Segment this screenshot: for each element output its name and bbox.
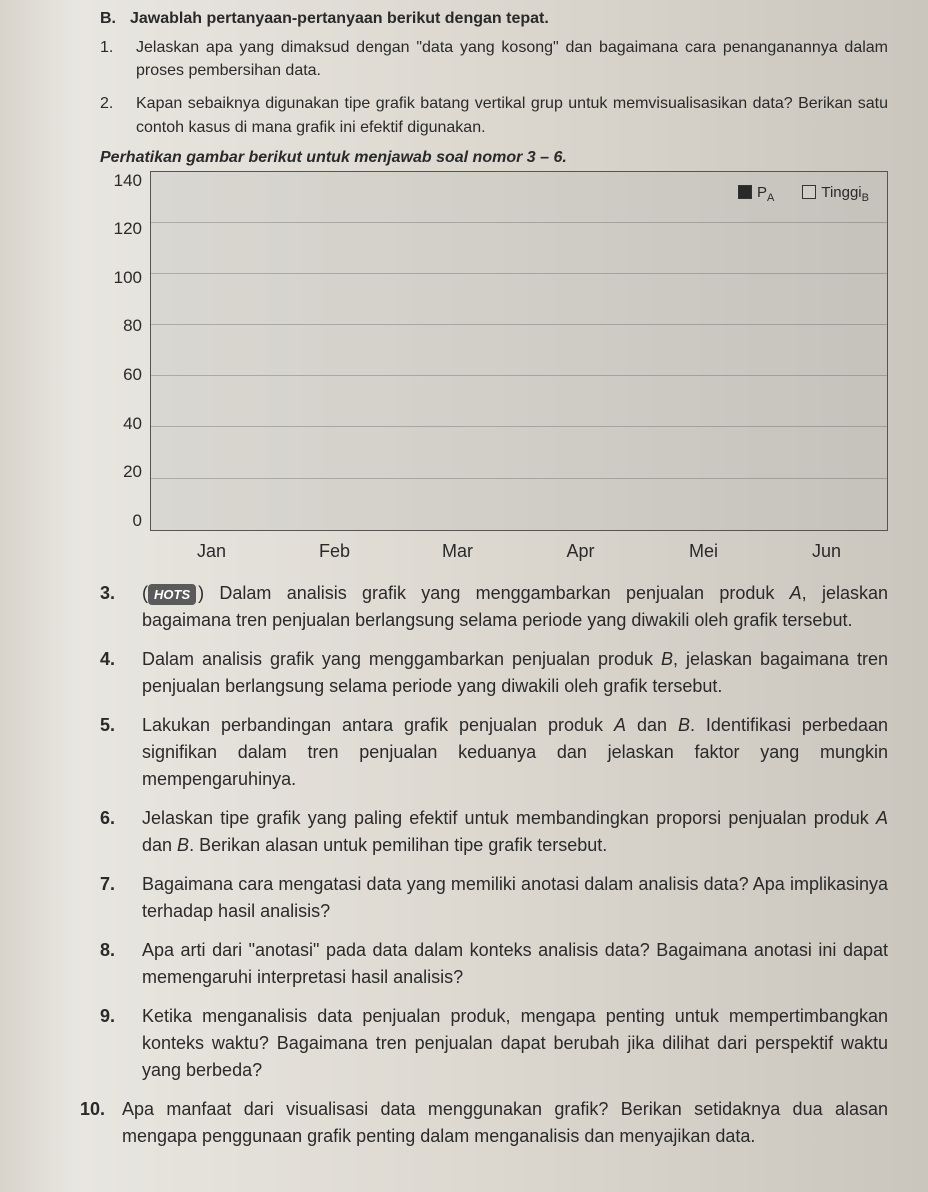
section-header: B. Jawablah pertanyaan-pertanyaan beriku…	[100, 10, 888, 28]
intro-question: 2. Kapan sebaiknya digunakan tipe grafik …	[100, 92, 888, 138]
product-ref: A	[614, 715, 626, 735]
section-title: Jawablah pertanyaan-pertanyaan berikut d…	[130, 10, 549, 28]
y-tick-label: 140	[114, 171, 142, 191]
question-number: 7.	[100, 871, 128, 925]
chart-note: Perhatikan gambar berikut untuk menjawab…	[100, 149, 888, 167]
question-number: 10.	[80, 1096, 108, 1150]
y-tick-label: 100	[114, 268, 142, 288]
question-number: 3.	[100, 580, 128, 634]
question-number: 4.	[100, 646, 128, 700]
question-text: Apa arti dari "anotasi" pada data dalam …	[142, 937, 888, 991]
question-text: Dalam analisis grafik yang menggambarkan…	[142, 646, 888, 700]
hots-badge: HOTS	[148, 584, 196, 606]
question-item: 5.Lakukan perbandingan antara grafik pen…	[100, 712, 888, 793]
question-item: 8. Apa arti dari "anotasi" pada data dala…	[100, 937, 888, 991]
x-tick-label: Jun	[779, 541, 874, 562]
question-text: Bagaimana cara mengatasi data yang memil…	[142, 871, 888, 925]
x-tick-label: Jan	[164, 541, 259, 562]
x-tick-label: Apr	[533, 541, 628, 562]
question-number: 8.	[100, 937, 128, 991]
grid-line	[151, 426, 887, 427]
grid-line	[151, 478, 887, 479]
product-ref: B	[678, 715, 690, 735]
question-item: 7. Bagaimana cara mengatasi data yang mem…	[100, 871, 888, 925]
y-tick-label: 120	[114, 219, 142, 239]
x-tick-label: Feb	[287, 541, 382, 562]
y-tick-label: 20	[123, 462, 142, 482]
question-number: 5.	[100, 712, 128, 793]
grid-line	[151, 273, 887, 274]
chart-plot: PATinggiB	[150, 171, 888, 531]
product-ref: B	[661, 649, 673, 669]
question-item: 10.Apa manfaat dari visualisasi data men…	[100, 1096, 888, 1150]
question-item: 3. (HOTS) Dalam analisis grafik yang meng…	[100, 580, 888, 634]
y-tick-label: 40	[123, 414, 142, 434]
question-text: (HOTS) Dalam analisis grafik yang mengga…	[142, 580, 888, 634]
x-tick-label: Mar	[410, 541, 505, 562]
y-axis: 140 120 100 80 60 40 20 0	[100, 171, 150, 531]
y-tick-label: 60	[123, 365, 142, 385]
x-tick-label: Mei	[656, 541, 751, 562]
question-item: 6. Jelaskan tipe grafik yang paling efekt…	[100, 805, 888, 859]
question-item: 4. Dalam analisis grafik yang menggambark…	[100, 646, 888, 700]
section-letter: B.	[100, 10, 116, 28]
y-tick-label: 0	[133, 511, 142, 531]
x-axis: Jan Feb Mar Apr Mei Jun	[100, 541, 888, 562]
question-text: Jelaskan apa yang dimaksud dengan "data …	[136, 36, 888, 82]
question-number: 9.	[100, 1003, 128, 1084]
grid-line	[151, 375, 887, 376]
question-number: 2.	[100, 92, 122, 138]
intro-question: 1. Jelaskan apa yang dimaksud dengan "dat…	[100, 36, 888, 82]
grid-line	[151, 222, 887, 223]
question-item: 9.Ketika menganalisis data penjualan pro…	[100, 1003, 888, 1084]
question-text: Apa manfaat dari visualisasi data menggu…	[122, 1096, 888, 1150]
question-number: 1.	[100, 36, 122, 82]
grid-line	[151, 324, 887, 325]
product-ref: A	[876, 808, 888, 828]
y-tick-label: 80	[123, 316, 142, 336]
product-ref: B	[177, 835, 189, 855]
question-text: Lakukan perbandingan antara grafik penju…	[142, 712, 888, 793]
question-number: 6.	[100, 805, 128, 859]
question-text: Jelaskan tipe grafik yang paling efektif…	[142, 805, 888, 859]
question-text: Kapan sebaiknya digunakan tipe grafik ba…	[136, 92, 888, 138]
question-text: Ketika menganalisis data penjualan produ…	[142, 1003, 888, 1084]
product-ref: A	[790, 583, 802, 603]
bar-chart: 140 120 100 80 60 40 20 0 PATinggiB Jan Feb Mar Ap…	[100, 171, 888, 562]
